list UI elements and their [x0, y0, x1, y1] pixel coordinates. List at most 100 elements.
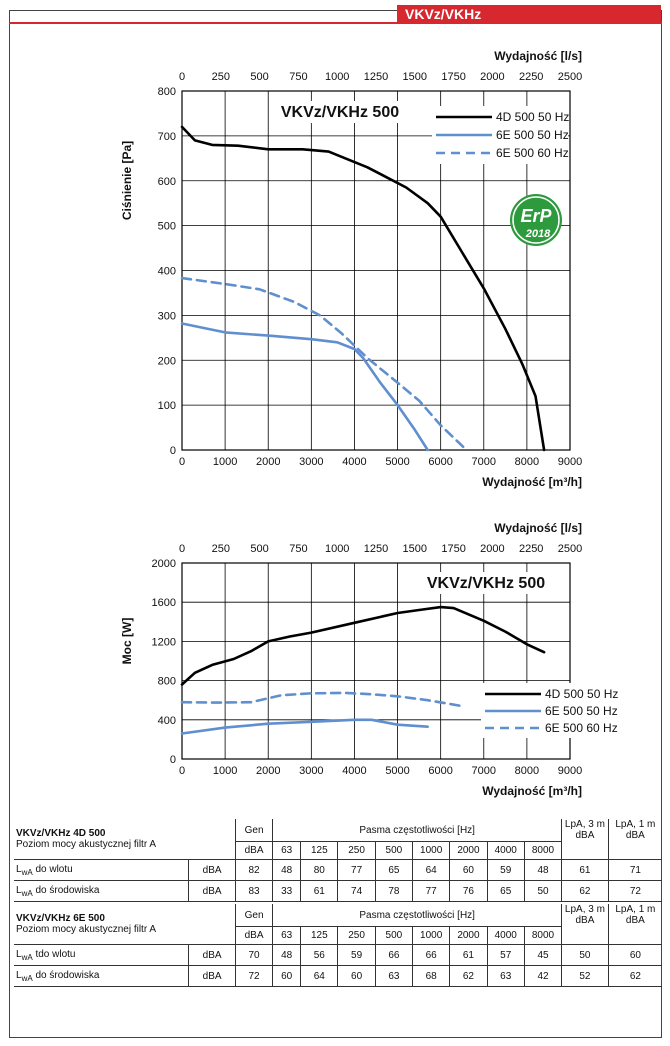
table-title-cell: VKVz/VKHz 4D 500 Poziom mocy akustycznej … — [14, 819, 236, 860]
lpa3-label: LpA, 3 m — [564, 904, 605, 915]
bands-header: Pasma częstotliwości [Hz] — [272, 819, 563, 842]
acoustic-table: VKVz/VKHz 4D 500 Poziom mocy akustycznej … — [14, 819, 662, 902]
y-tick-label: 200 — [158, 355, 176, 367]
band-value: 80 — [300, 859, 339, 881]
chart-title: VKVz/VKHz 500 — [427, 575, 545, 592]
x-tick-label: 5000 — [385, 456, 409, 468]
gen-header: Gen — [234, 819, 274, 842]
gen-header: Gen — [234, 904, 274, 927]
band-header: 125 — [300, 926, 339, 945]
band-header: 2000 — [449, 841, 488, 860]
lpa1-unit: dBA — [625, 830, 645, 841]
row-label-sub: wA — [21, 867, 33, 877]
row-label-sub: wA — [21, 973, 33, 983]
x-tick-label: 4000 — [342, 765, 366, 777]
lpa3-label: LpA, 3 m — [564, 819, 605, 830]
x-tick-label: 1000 — [213, 765, 237, 777]
x-tick-label: 8000 — [515, 765, 539, 777]
band-value: 60 — [272, 965, 302, 987]
band-header: 1000 — [412, 841, 451, 860]
row-lpa3: 61 — [561, 859, 609, 881]
band-header: 4000 — [486, 841, 525, 860]
row-label-text: do wlotu — [32, 863, 73, 875]
x-tick-label: 6000 — [428, 765, 452, 777]
band-value: 63 — [374, 965, 414, 987]
y-axis-label: Ciśnienie [Pa] — [120, 141, 134, 220]
band-header: 1000 — [412, 926, 451, 945]
band-value: 56 — [300, 944, 339, 966]
series-line — [180, 718, 429, 735]
x2-tick-label: 0 — [179, 543, 185, 555]
band-header: 250 — [337, 926, 376, 945]
acoustic-table: VKVz/VKHz 6E 500 Poziom mocy akustycznej … — [14, 904, 662, 987]
series-line — [180, 322, 429, 452]
band-value: 74 — [337, 880, 376, 902]
y-tick-label: 800 — [158, 676, 176, 688]
band-header: 8000 — [523, 926, 563, 945]
band-value: 66 — [374, 944, 414, 966]
plot-frame — [181, 562, 571, 760]
x2-tick-label: 2000 — [480, 543, 504, 555]
x2-tick-label: 2500 — [558, 543, 582, 555]
band-value: 77 — [337, 859, 376, 881]
band-value: 76 — [449, 880, 488, 902]
band-value: 77 — [412, 880, 451, 902]
band-header: 8000 — [523, 841, 563, 860]
x2-tick-label: 1750 — [441, 71, 465, 83]
band-value: 59 — [486, 859, 525, 881]
band-header: 63 — [272, 841, 302, 860]
x2-tick-label: 2250 — [519, 543, 543, 555]
bands-header: Pasma częstotliwości [Hz] — [272, 904, 563, 927]
band-header: 500 — [374, 926, 414, 945]
band-header: 63 — [272, 926, 302, 945]
row-unit: dBA — [188, 965, 236, 987]
band-value: 66 — [412, 944, 451, 966]
row-label: LwA do środowiska — [14, 965, 190, 987]
x2-tick-label: 1500 — [403, 71, 427, 83]
row-label-l: L — [16, 948, 22, 960]
row-lpa1: 72 — [607, 880, 662, 902]
band-value: 68 — [412, 965, 451, 987]
erp-badge-year: 2018 — [525, 228, 551, 240]
x2-tick-label: 1000 — [325, 71, 349, 83]
row-lpa1: 71 — [607, 859, 662, 881]
x2-tick-label: 1000 — [325, 543, 349, 555]
x-tick-label: 7000 — [472, 456, 496, 468]
x-tick-label: 9000 — [558, 456, 582, 468]
band-header: 250 — [337, 841, 376, 860]
x-tick-label: 4000 — [342, 456, 366, 468]
y-tick-label: 600 — [158, 176, 176, 188]
lpa3-unit: dBA — [575, 830, 595, 841]
erp-badge-ring — [512, 196, 560, 244]
band-header: 125 — [300, 841, 339, 860]
band-value: 64 — [300, 965, 339, 987]
header-tag: VKVz/VKHz — [397, 5, 661, 23]
row-label-text: do środowiska — [32, 884, 100, 896]
lpa1-label: LpA, 1 m — [615, 819, 656, 830]
band-header: 4000 — [486, 926, 525, 945]
row-gen: 72 — [234, 965, 274, 987]
y-tick-label: 300 — [158, 310, 176, 322]
row-lpa1: 60 — [607, 944, 662, 966]
x-axis-label: Wydajność [m³/h] — [482, 784, 582, 798]
lpa1-unit: dBA — [625, 915, 645, 926]
x-tick-label: 0 — [179, 765, 185, 777]
band-value: 62 — [449, 965, 488, 987]
band-value: 60 — [449, 859, 488, 881]
x-tick-label: 5000 — [385, 765, 409, 777]
band-value: 48 — [272, 944, 302, 966]
page-frame — [9, 10, 662, 1038]
table-subtitle: Poziom mocy akustycznej filtr A — [16, 839, 157, 850]
x2-tick-label: 2500 — [558, 71, 582, 83]
x-tick-label: 7000 — [472, 765, 496, 777]
band-header: 500 — [374, 841, 414, 860]
band-value: 50 — [523, 880, 563, 902]
row-label: LwA tdo wlotu — [14, 944, 190, 966]
row-label-sub: wA — [21, 888, 33, 898]
band-header: 2000 — [449, 926, 488, 945]
row-unit: dBA — [188, 944, 236, 966]
y-tick-label: 800 — [158, 86, 176, 98]
y-tick-label: 0 — [170, 754, 176, 766]
band-value: 65 — [486, 880, 525, 902]
row-lpa1: 62 — [607, 965, 662, 987]
